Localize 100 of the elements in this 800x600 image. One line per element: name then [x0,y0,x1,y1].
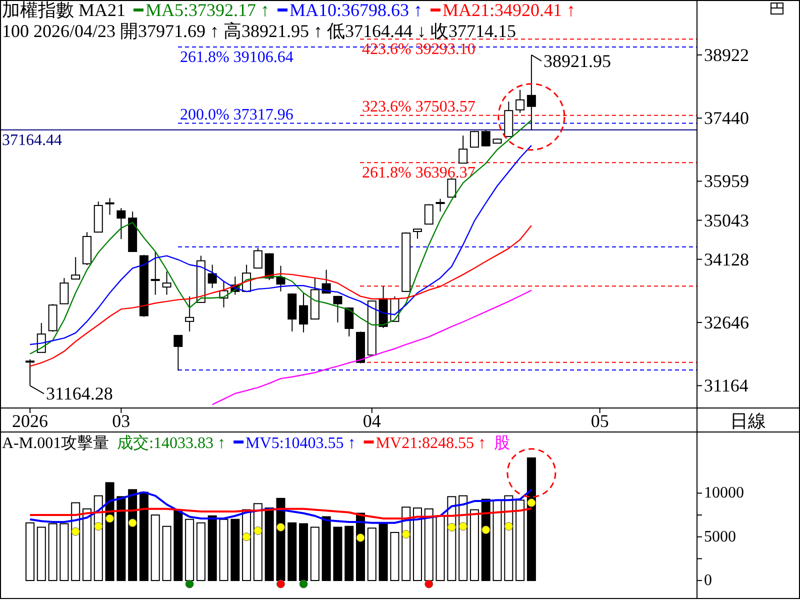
bar [516,500,525,582]
point [356,533,365,542]
text: 100 2026/04/23 開37971.69 ↑ 高38921.95 ↑ 低37164.44 ↓ 收37714.15 [2,21,516,41]
candlestick [424,204,434,225]
point [458,522,468,531]
bar [185,518,194,582]
bar [526,457,536,582]
y-tick-label: 32646 [704,312,749,332]
point [94,522,103,531]
x-tick-label: 05 [590,411,609,431]
point [447,522,456,532]
point [276,580,285,588]
y-tick-label: 5000 [704,528,736,546]
bar [139,492,148,582]
line-series [29,507,532,520]
bar [48,523,58,582]
point [299,580,308,588]
y-tick-label: 34128 [704,249,749,270]
candlestick [174,334,183,372]
bar [82,508,92,582]
candlestick [333,295,342,323]
point [128,518,137,528]
candlestick [116,208,126,240]
candlestick [447,178,456,198]
bar [288,522,297,582]
candlestick [344,306,354,337]
ref-line-label: 37164.44 [2,132,62,149]
legend-label: MA10:36798.63 ↑ [290,0,423,20]
x-tick-label: 2026 [12,411,48,431]
y-tick-label: 38922 [704,44,749,65]
bar [230,518,240,582]
ref-line-label: 200.0% 37317.96 [180,106,294,124]
bar [264,508,274,582]
bar [196,522,206,582]
line-series [29,488,532,524]
candlestick [516,89,525,114]
candlestick [162,270,172,296]
annotation: 成交:14033.83 ↑ [117,434,226,452]
candlestick [105,198,114,216]
bar [299,523,308,582]
bar [378,523,388,582]
bar [36,526,46,582]
point [106,514,114,523]
ref-line-label: 423.6% 39293.10 [362,41,476,58]
x-tick-label: 04 [362,411,381,431]
candlestick [436,198,445,212]
bar [322,516,331,582]
y-tick-label: 10000 [704,484,744,502]
bar [492,500,502,582]
bar [219,518,228,582]
legend-label: MV5:10403.55 ↑ [246,435,356,452]
chart-title: 加權指數 MA21 [2,0,126,20]
point [276,522,285,532]
point [527,498,536,508]
bar [470,509,479,582]
bar [26,522,34,582]
legend-label: MA5:37392.17 ↑ [146,0,270,20]
candlestick [458,135,468,164]
bar [310,526,320,582]
bar [150,514,160,582]
line-series [212,290,532,406]
bar [436,515,445,582]
point [185,580,194,588]
y-tick-label: 35043 [704,210,749,230]
ref-line-label: 323.6% 37503.57 [362,98,476,116]
point [254,526,262,535]
point [242,532,251,542]
candlestick [185,296,194,332]
bar [174,509,183,582]
candlestick [208,264,217,289]
candlestick [412,228,422,240]
point [71,527,80,536]
point [504,522,513,531]
x-tick-label: 03 [112,411,130,431]
bar [344,526,354,582]
candlestick [26,358,34,386]
bar [367,528,376,582]
candlestick [470,130,479,148]
chart-title: A-M.001攻擊量 [2,434,110,452]
y-tick-label: 0 [704,572,712,590]
candlestick [526,54,536,130]
point [424,580,434,588]
ref-line-label: 261.8% 39106.64 [180,49,294,66]
bar [424,508,434,582]
y-tick-label: 37440 [704,108,749,128]
ref-line-label: 261.8% 36396.37 [362,164,476,182]
candlestick [71,256,80,280]
bar [116,496,126,582]
candlestick [150,250,160,296]
bar [412,508,422,582]
annotation: 38921.95 [543,50,611,71]
legend-label: MA21:34920.41 ↑ [442,0,576,20]
bar [333,526,342,582]
candlestick [60,278,69,304]
bar [208,515,217,582]
point [402,530,410,538]
y-tick-label: 31164 [704,376,748,396]
bar [390,532,400,582]
legend-label: MV21:8248.55 ↑ [376,435,486,452]
y-tick-label: 35959 [704,171,749,192]
